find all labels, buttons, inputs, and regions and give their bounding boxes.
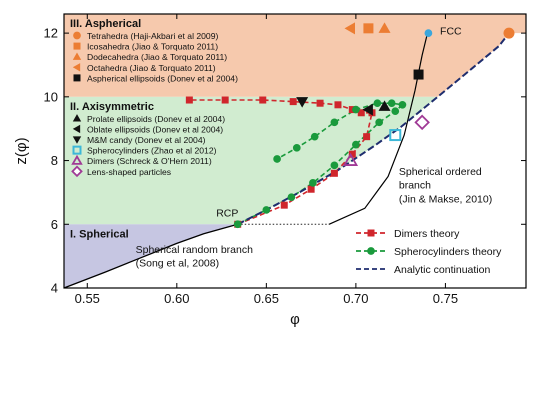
tetrahedra-point xyxy=(503,27,515,39)
dimers-theory-point xyxy=(357,109,365,117)
x-tick-label: 0.75 xyxy=(433,291,458,306)
spherocylinders-theory-point xyxy=(233,220,242,229)
legend-entry-label: Dodecahedra (Jiao & Torquato 2011) xyxy=(87,52,227,62)
legend-entry-label: Aspherical ellipsoids (Donev et al 2004) xyxy=(87,73,238,83)
dimers-theory-point xyxy=(330,169,338,177)
spherocylinders-theory-point xyxy=(375,118,384,127)
spherocylinders-theory-point xyxy=(352,140,360,149)
legend-entry-label: Icosahedra (Jiao & Torquato 2011) xyxy=(87,42,218,52)
legend-marker xyxy=(72,114,82,122)
annotation-branch: branch xyxy=(399,180,431,192)
aspherical-ellipsoids-point xyxy=(413,69,424,80)
dimers-theory-point xyxy=(307,185,315,193)
x-tick-label: 0.60 xyxy=(164,291,189,306)
legend-line-label: Analytic continuation xyxy=(394,264,490,276)
legend-marker xyxy=(73,74,81,82)
x-tick-label: 0.70 xyxy=(343,291,368,306)
dimers-theory-point xyxy=(221,96,229,104)
dimers-theory-point xyxy=(334,101,342,109)
octahedra-point xyxy=(344,22,356,35)
legend-entry-label: Oblate ellipsoids (Donev et al 2004) xyxy=(87,124,223,134)
spherocylinders-theory-point xyxy=(310,132,319,141)
fcc-point xyxy=(424,29,433,37)
legend-line-marker xyxy=(367,247,375,255)
region-band-1 xyxy=(64,14,526,97)
legend-marker xyxy=(73,42,81,50)
spherocylinders-theory-point xyxy=(262,206,271,214)
legend-marker xyxy=(72,52,82,60)
annotation-spherical-ordered: Spherical ordered xyxy=(399,166,482,178)
y-tick-label: 10 xyxy=(44,89,58,104)
legend-entry-label: Spherocylinders (Zhao et al 2012) xyxy=(87,146,217,156)
region-label-1: III. Aspherical xyxy=(70,18,141,30)
dimers-point xyxy=(342,152,359,166)
legend-marker xyxy=(72,63,81,72)
spherocylinders-theory-point xyxy=(273,155,281,163)
spherocylinders-theory-point xyxy=(391,107,400,116)
m-m-candy-point xyxy=(296,97,309,108)
y-tick-label: 6 xyxy=(51,217,58,232)
spherocylinders-theory-point xyxy=(292,143,301,152)
plot-frame xyxy=(63,13,527,289)
annotation-spherical-random-branch: Spherical random branch xyxy=(136,244,253,256)
spherocylinders-theory-point xyxy=(398,100,407,109)
spherocylinders-theory-point xyxy=(330,118,339,127)
oblate-ellipsoids-point xyxy=(362,103,373,116)
dimers-theory-point xyxy=(289,98,297,106)
legend-marker xyxy=(72,136,82,144)
y-axis-label: z(φ) xyxy=(13,137,30,164)
spherocylinders-point xyxy=(389,129,402,142)
spherical-random-branch-curve xyxy=(64,223,238,288)
legend-entry-label: Prolate ellipsoids (Donev et al 2004) xyxy=(87,114,225,124)
dimers-theory-point xyxy=(316,99,324,107)
dimers-theory-point xyxy=(280,201,288,209)
spherical-ordered-branch-curve xyxy=(328,32,429,225)
spherocylinders-theory-point xyxy=(373,99,382,108)
analytic-continuation-line xyxy=(237,32,510,226)
annotation-song-et-al-2008: (Song et al, 2008) xyxy=(136,258,219,270)
y-tick-label: 8 xyxy=(51,153,58,168)
legend-entry-label: Dimers (Schreck & O'Hern 2011) xyxy=(87,156,212,166)
y-tick-label: 4 xyxy=(51,281,58,296)
dimers-theory-point xyxy=(348,150,356,158)
x-tick-label: 0.65 xyxy=(254,291,279,306)
white-region-mask xyxy=(64,33,526,288)
dodecahedra-point xyxy=(378,22,391,33)
legend-entry-label: Lens-shaped particles xyxy=(87,167,171,177)
legend-line-marker xyxy=(367,229,375,237)
region-label-3: I. Spherical xyxy=(70,228,129,240)
legend-marker xyxy=(71,165,83,178)
legend-marker xyxy=(73,31,81,40)
spherocylinders-theory-point xyxy=(352,105,360,114)
spherocylinders-theory-point xyxy=(330,161,339,170)
legend-marker xyxy=(72,124,81,134)
dimers-theory-point xyxy=(185,96,193,104)
legend-entry-label: M&M candy (Donev et al 2004) xyxy=(87,135,206,145)
spherocylinders-theory-point xyxy=(309,179,317,187)
spherocylinders-theory-point xyxy=(287,193,296,202)
y-tick-label: 12 xyxy=(44,26,58,41)
dimers-theory-point xyxy=(363,133,371,141)
legend-marker xyxy=(71,154,83,165)
x-tick-label: 0.55 xyxy=(75,291,100,306)
annotation-fcc: FCC xyxy=(440,26,462,38)
annotation-jin-makse-2010: (Jin & Makse, 2010) xyxy=(399,193,492,205)
region-label-2: II. Axisymmetric xyxy=(70,101,154,113)
lens-shaped-particles-point xyxy=(414,114,430,131)
dimers-theory-point xyxy=(259,96,267,104)
annotation-rcp: RCP xyxy=(216,207,238,219)
legend-line-label: Dimers theory xyxy=(394,228,460,240)
prolate-ellipsoids-point xyxy=(378,100,391,111)
legend-entry-label: Octahedra (Jiao & Torquato 2011) xyxy=(87,63,216,73)
x-axis-label: φ xyxy=(290,311,300,328)
legend-marker xyxy=(72,145,82,155)
icosahedra-point xyxy=(363,23,374,34)
legend-line-label: Spherocylinders theory xyxy=(394,246,502,258)
spherocylinders-theory-point xyxy=(387,99,396,108)
legend-entry-label: Tetrahedra (Haji-Akbari et al 2009) xyxy=(87,31,218,41)
